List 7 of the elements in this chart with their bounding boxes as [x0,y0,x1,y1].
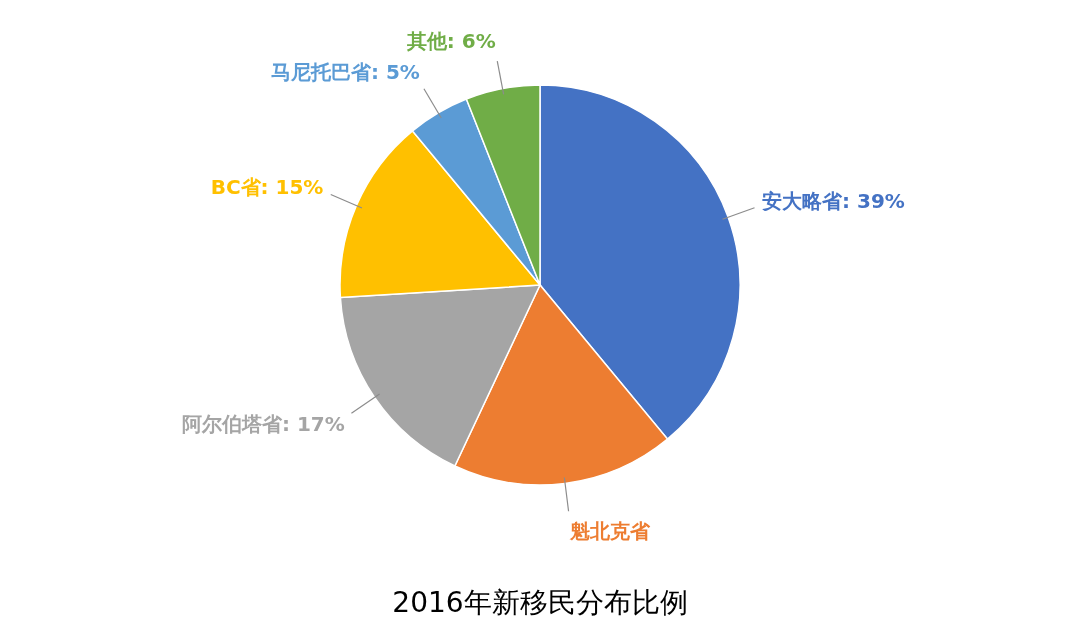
slice-label: 阿尔伯塔省: 17% [181,412,345,437]
text: 2016年新移民分布比例 [392,586,688,619]
slice-label: 马尼托巴省: 5% [270,59,420,84]
slice-label: 魁北克省 [568,519,651,544]
slice-label: 安大略省: 39% [762,188,905,213]
slice-label: 其他: 6% [405,29,496,54]
slice-label: BC省: 15% [210,174,324,199]
